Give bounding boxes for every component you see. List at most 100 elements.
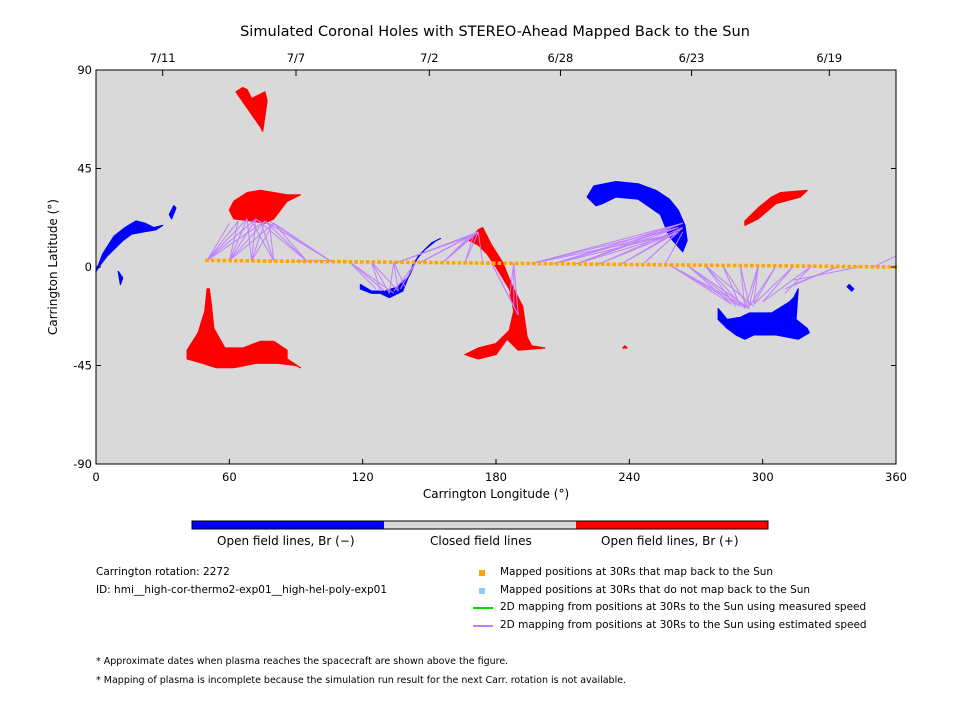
mapping-line-33-1 — [753, 265, 795, 305]
mapping-line-29-2 — [722, 265, 750, 309]
mapped-point-101 — [778, 264, 783, 268]
mapping-line-4-2 — [259, 220, 275, 262]
mapped-point-106 — [807, 264, 811, 268]
mapped-point-84 — [681, 263, 685, 267]
mapped-point-5 — [228, 258, 232, 263]
coronal-holes — [95, 86, 855, 369]
mapped-point-91 — [721, 263, 725, 268]
top-date-label-3: 7/2 — [420, 51, 439, 65]
mapped-point-89 — [709, 263, 714, 268]
mapping-line-4-1 — [251, 220, 275, 262]
mapping-line-20-3 — [553, 233, 674, 265]
mapping-line-10-3 — [393, 262, 406, 287]
mapped-point-6 — [233, 258, 238, 263]
mapping-line-13-3 — [420, 235, 470, 263]
mapped-point-46 — [463, 261, 467, 265]
coronal-hole-positive-10 — [622, 345, 628, 349]
mapped-point-16 — [291, 259, 295, 264]
mapping-line-11-2 — [400, 262, 417, 290]
y-tick-label--90: -90 — [73, 457, 92, 471]
mapping-line-17-3 — [491, 262, 519, 316]
mapping-line-27-2 — [686, 264, 741, 307]
mapping-line-1-2 — [206, 220, 239, 261]
mapping-line-21-3 — [575, 233, 674, 265]
mapped-point-60 — [543, 261, 548, 266]
mapped-point-95 — [744, 263, 748, 268]
mapping-line-28-3 — [704, 264, 755, 307]
mapping-line-10-1 — [388, 262, 395, 294]
coronal-hole-negative-13 — [846, 283, 855, 292]
mapped-point-103 — [790, 264, 794, 268]
legend-unmapped-marker — [479, 588, 485, 594]
mapping-line-1-3 — [206, 218, 248, 261]
mapped-point-12 — [268, 259, 272, 263]
mapped-point-33 — [388, 260, 393, 264]
mapped-point-57 — [526, 261, 530, 266]
coronal-hole-negative-9 — [586, 181, 688, 253]
mapping-line-6-3 — [269, 220, 332, 263]
mapped-point-4 — [222, 258, 227, 263]
colorbar-label-negative: Open field lines, Br (−) — [217, 534, 355, 548]
legend-unmapped-label: Mapped positions at 30Rs that do not map… — [500, 584, 811, 596]
mapped-point-102 — [784, 264, 788, 268]
run-id: ID: hmi__high-cor-thermo2-exp01__high-he… — [96, 584, 388, 596]
mapped-point-23 — [331, 259, 336, 264]
mapped-point-75 — [629, 262, 634, 267]
mapped-point-112 — [841, 264, 846, 269]
mapped-point-43 — [446, 260, 450, 265]
mapped-point-27 — [354, 260, 358, 264]
mapped-point-35 — [400, 260, 404, 265]
mapped-point-59 — [537, 261, 542, 266]
x-tick-label-360: 360 — [885, 470, 907, 484]
mapping-line-27-1 — [686, 264, 732, 305]
mapped-point-56 — [520, 261, 525, 266]
mapped-point-54 — [509, 261, 513, 266]
mapping-line-9-1 — [371, 261, 381, 292]
legend-measured-label: 2D mapping from positions at 30Rs to the… — [500, 601, 867, 613]
mapped-point-20 — [314, 259, 318, 264]
mapped-point-62 — [555, 261, 559, 266]
mapped-point-105 — [801, 264, 806, 268]
coronal-hole-negative-12 — [717, 288, 810, 340]
mapping-line-7-1 — [295, 259, 332, 262]
mapping-line-12-3 — [398, 235, 470, 263]
mapping-line-36-1 — [793, 266, 861, 281]
mapped-point-77 — [641, 262, 645, 267]
mapped-point-30 — [371, 260, 376, 264]
mapped-point-72 — [612, 262, 616, 267]
mapped-point-113 — [847, 264, 852, 269]
mapped-point-83 — [675, 263, 680, 267]
mapping-line-3-2 — [251, 218, 257, 261]
mapped-point-1 — [205, 258, 209, 263]
mapped-point-37 — [411, 260, 416, 265]
legend-measured-line — [473, 607, 493, 609]
mapping-line-28-1 — [704, 264, 737, 307]
mapped-point-66 — [577, 262, 582, 266]
y-tick-label--45: -45 — [73, 359, 92, 373]
mapping-line-2-3 — [228, 218, 257, 261]
mapped-point-64 — [566, 262, 571, 266]
mapping-line-33-2 — [762, 265, 795, 303]
mapped-point-9 — [251, 259, 255, 263]
coronal-hole-positive-6 — [186, 288, 301, 369]
mapping-line-31-1 — [744, 265, 759, 309]
mapping-line-24-2 — [642, 231, 679, 265]
mapping-line-11-1 — [393, 262, 417, 292]
coronal-hole-negative-2 — [117, 270, 124, 286]
mapping-line-23-2 — [620, 231, 679, 265]
mapped-point-32 — [383, 260, 387, 264]
mapped-point-68 — [589, 262, 594, 266]
mapped-point-55 — [514, 261, 519, 266]
mapped-point-53 — [503, 261, 508, 266]
legend-mapped-marker — [479, 570, 485, 576]
mapping-line-2-2 — [228, 218, 248, 261]
colorbar-closed — [384, 521, 576, 529]
x-tick-label-300: 300 — [752, 470, 774, 484]
mapping-line-18-3 — [513, 263, 519, 316]
mapped-point-92 — [727, 263, 731, 268]
legend-mapped-label: Mapped positions at 30Rs that map back t… — [500, 566, 774, 578]
mapped-point-19 — [308, 259, 313, 264]
mapping-line-2-4 — [228, 220, 266, 261]
mapped-point-15 — [285, 259, 290, 263]
mapping-line-20-2 — [553, 227, 679, 265]
